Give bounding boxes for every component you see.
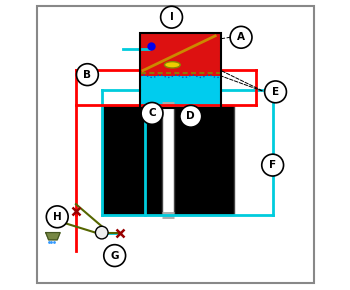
Bar — [140, 33, 221, 76]
Circle shape — [141, 102, 163, 124]
Text: H: H — [53, 212, 62, 222]
Bar — [174, 105, 234, 215]
Text: A: A — [237, 32, 245, 42]
Text: E: E — [272, 87, 279, 97]
Circle shape — [96, 226, 108, 239]
Circle shape — [104, 245, 126, 267]
Circle shape — [77, 64, 98, 86]
Bar — [140, 33, 221, 108]
Ellipse shape — [164, 62, 180, 68]
Circle shape — [265, 81, 286, 103]
Circle shape — [262, 154, 284, 176]
Bar — [102, 105, 162, 215]
Text: I: I — [170, 12, 174, 22]
Bar — [140, 76, 221, 108]
Text: F: F — [269, 160, 276, 170]
Text: B: B — [83, 70, 91, 80]
Text: G: G — [111, 251, 119, 261]
Circle shape — [46, 206, 68, 228]
Text: C: C — [148, 108, 156, 118]
Circle shape — [230, 26, 252, 48]
Circle shape — [161, 6, 182, 28]
Text: D: D — [187, 111, 195, 121]
Circle shape — [180, 105, 202, 127]
Polygon shape — [46, 233, 60, 240]
